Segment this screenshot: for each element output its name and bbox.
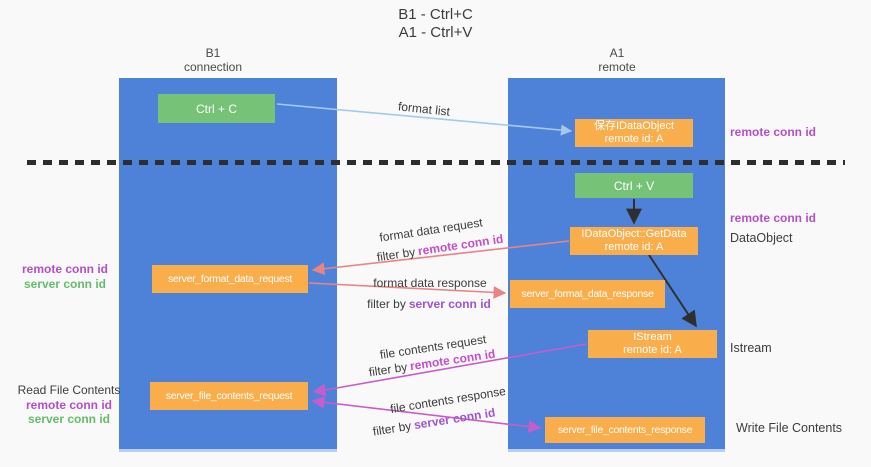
arrow-file-contents-response xyxy=(311,396,542,433)
node-save-idataobject: 保存IDataObject remote id: A xyxy=(575,119,693,147)
title-line-1: B1 - Ctrl+C xyxy=(398,6,473,23)
label-server-conn-id-left-1: server conn id xyxy=(23,277,107,291)
label-read-file-contents: Read File Contents xyxy=(17,383,121,397)
column-b1-name: B1 xyxy=(205,46,221,60)
node-save-idataobject-line2: remote id: A xyxy=(604,133,664,145)
machine-boundary-dashed-line xyxy=(27,160,845,165)
node-server-format-data-request-label: server_format_data_request xyxy=(167,273,293,285)
label-write-file-contents: Write File Contents xyxy=(736,421,843,435)
node-server-file-contents-response: server_file_contents_response xyxy=(545,417,705,443)
label-dataobject: DataObject xyxy=(730,231,793,245)
node-ctrl-v: Ctrl + V xyxy=(575,173,693,198)
column-a1-name: A1 xyxy=(609,46,625,60)
node-istream-line1: IStream xyxy=(633,331,672,343)
arrow-format-list xyxy=(276,103,573,136)
column-header-b1: B1 connection xyxy=(184,46,242,74)
column-header-a1: A1 remote xyxy=(598,46,635,74)
node-idataobject-getdata: IDataObject::GetData remote id: A xyxy=(570,227,698,255)
node-getdata-line1: IDataObject::GetData xyxy=(581,228,687,240)
label-remote-conn-id-right-2: remote conn id xyxy=(730,211,817,225)
filter-prefix: filter by xyxy=(367,297,406,311)
column-b1-subtitle: connection xyxy=(183,60,243,74)
label-group-read-file: Read File Contents remote conn id server… xyxy=(18,383,121,427)
label-remote-conn-id-right-1: remote conn id xyxy=(730,125,817,139)
node-server-file-contents-request-label: server_file_contents_request xyxy=(165,390,293,402)
label-format-data-response: format data response xyxy=(373,276,487,290)
label-filter-server-1: filter by server conn id xyxy=(367,297,491,311)
node-ctrl-c: Ctrl + C xyxy=(158,94,275,123)
diagram-title: B1 - Ctrl+C A1 - Ctrl+V xyxy=(398,6,473,42)
node-ctrl-c-label: Ctrl + C xyxy=(195,101,237,116)
arrow-file-contents-request xyxy=(312,343,587,397)
label-server-conn-id-left-2: server conn id xyxy=(27,412,111,426)
node-server-format-data-response: server_format_data_response xyxy=(510,280,665,308)
arrow-format-data-response xyxy=(308,282,507,299)
label-group-conn-ids-left: remote conn id server conn id xyxy=(22,262,108,292)
arrow-getdata-to-istream xyxy=(648,254,697,328)
filter-server-conn-id: server conn id xyxy=(408,297,491,311)
node-server-format-data-request: server_format_data_request xyxy=(152,265,308,293)
label-remote-conn-id-left-2: remote conn id xyxy=(25,397,113,412)
arrow-format-data-request xyxy=(311,240,570,276)
node-ctrl-v-label: Ctrl + V xyxy=(613,178,655,193)
label-istream: Istream xyxy=(730,341,772,355)
node-istream: IStream remote id: A xyxy=(588,330,717,358)
node-save-idataobject-line1: 保存IDataObject xyxy=(593,120,675,132)
node-istream-line2: remote id: A xyxy=(623,344,682,356)
node-server-file-contents-response-label: server_file_contents_response xyxy=(557,424,693,436)
title-line-2: A1 - Ctrl+V xyxy=(398,24,473,41)
node-server-file-contents-request: server_file_contents_request xyxy=(150,382,308,410)
column-a1-subtitle: remote xyxy=(598,60,636,74)
node-server-format-data-response-label: server_format_data_response xyxy=(521,288,654,300)
label-remote-conn-id-left-1: remote conn id xyxy=(21,262,109,276)
node-getdata-line2: remote id: A xyxy=(604,241,664,253)
